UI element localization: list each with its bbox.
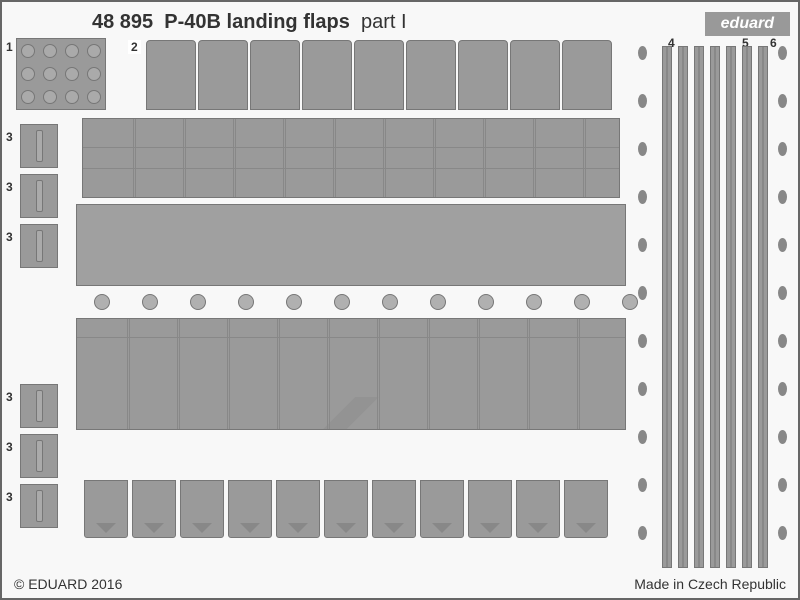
center-spar-panel (76, 204, 626, 286)
part-3-item (20, 384, 58, 428)
part-number-3c: 3 (6, 230, 13, 244)
top-flap-row (146, 40, 614, 110)
vertical-bar-6 (758, 46, 768, 568)
vertical-bar-5a (726, 46, 736, 568)
lower-rib-panel (76, 318, 626, 430)
part-number-3f: 3 (6, 490, 13, 504)
brand-badge: eduard (705, 12, 790, 36)
part-number-3e: 3 (6, 440, 13, 454)
part-3-item (20, 434, 58, 478)
product-title: 48 895 P-40B landing flaps part I (92, 11, 407, 34)
part-number-6: 6 (770, 36, 777, 50)
part-3-item (20, 224, 58, 268)
part-3-item (20, 124, 58, 168)
vertical-bar-5b (742, 46, 752, 568)
part-3-item (20, 484, 58, 528)
header: 48 895 P-40B landing flaps part I eduard (2, 8, 798, 36)
part-3-item (20, 174, 58, 218)
rivet-row (94, 294, 638, 310)
vertical-bar-4d (710, 46, 720, 568)
vertical-bar-4b (678, 46, 688, 568)
footer: © EDUARD 2016 Made in Czech Republic (14, 576, 786, 592)
part-number-3a: 3 (6, 130, 13, 144)
part-number-2: 2 (128, 40, 141, 54)
vertical-bar-4c (694, 46, 704, 568)
part-number-1: 1 (6, 40, 13, 54)
vertical-bar-4a (662, 46, 672, 568)
copyright-text: © EDUARD 2016 (14, 576, 122, 592)
part-number-3b: 3 (6, 180, 13, 194)
title-text: P-40B landing flaps (164, 11, 350, 33)
upper-rib-panel (82, 118, 620, 198)
bottom-flap-row (84, 480, 608, 538)
part-label: part I (361, 11, 407, 33)
part-number-3d: 3 (6, 390, 13, 404)
sku-number: 48 895 (92, 11, 153, 33)
photoetch-fret-diagram: 48 895 P-40B landing flaps part I eduard… (0, 0, 800, 600)
origin-text: Made in Czech Republic (634, 576, 786, 592)
part-1-grid (16, 38, 106, 110)
